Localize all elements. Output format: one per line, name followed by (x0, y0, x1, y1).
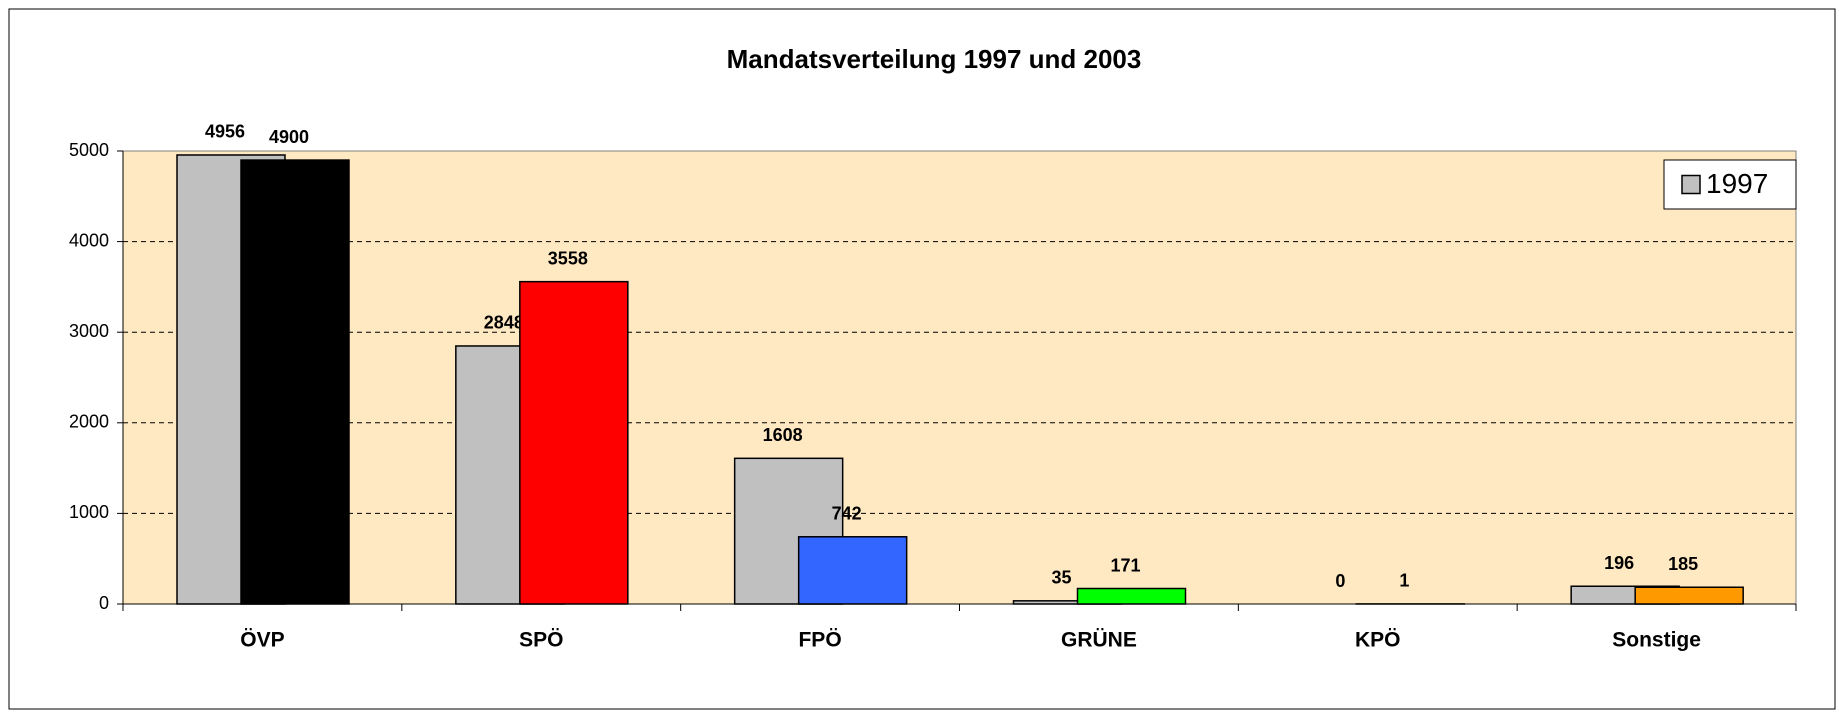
value-label: 2848 (484, 313, 524, 333)
value-label: 742 (832, 504, 862, 524)
value-label: 4956 (205, 122, 245, 142)
value-label: 185 (1668, 554, 1698, 574)
x-tick-label: KPÖ (1355, 629, 1401, 652)
bar (519, 280, 629, 605)
plot-area (122, 150, 1797, 605)
value-label: 4900 (269, 127, 309, 147)
value-label: 1 (1399, 571, 1409, 591)
legend-swatch (1681, 174, 1701, 195)
y-tick-label: 4000 (69, 230, 109, 250)
x-tick-label: GRÜNE (1061, 629, 1137, 652)
value-label: 35 (1051, 568, 1071, 588)
x-tick-label: ÖVP (240, 629, 284, 652)
x-tick-label: FPÖ (798, 629, 841, 652)
y-tick-label: 3000 (69, 321, 109, 341)
y-tick-label: 5000 (69, 140, 109, 160)
x-tick-label: Sonstige (1612, 629, 1701, 652)
y-tick-label: 1000 (69, 502, 109, 522)
bar (1634, 586, 1744, 605)
y-tick-label: 2000 (69, 412, 109, 432)
value-label: 196 (1604, 553, 1634, 573)
bar (240, 159, 350, 605)
chart-title: Mandatsverteilung 1997 und 2003 (727, 44, 1142, 74)
value-label: 171 (1110, 555, 1140, 575)
value-label: 0 (1335, 571, 1345, 591)
x-tick-label: SPÖ (519, 629, 563, 652)
legend-label: 1997 (1706, 168, 1768, 199)
bar (797, 536, 908, 605)
y-tick-label: 0 (99, 593, 109, 613)
bar (1076, 587, 1187, 605)
value-label: 3558 (548, 248, 588, 268)
value-label: 1608 (763, 425, 803, 445)
